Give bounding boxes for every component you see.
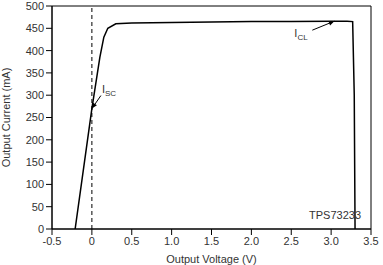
svg-text:50: 50 — [32, 201, 44, 213]
svg-text:1.0: 1.0 — [164, 235, 179, 247]
svg-text:0: 0 — [38, 223, 44, 235]
svg-text:200: 200 — [26, 134, 44, 146]
svg-text:ISC: ISC — [102, 83, 116, 98]
svg-text:2.5: 2.5 — [284, 235, 299, 247]
svg-text:Output Current (mA): Output Current (mA) — [0, 68, 12, 168]
svg-text:450: 450 — [26, 22, 44, 34]
svg-text:0: 0 — [89, 235, 95, 247]
svg-text:3.0: 3.0 — [323, 235, 338, 247]
svg-text:-0.5: -0.5 — [43, 235, 62, 247]
svg-text:250: 250 — [26, 111, 44, 123]
svg-text:0.5: 0.5 — [124, 235, 139, 247]
svg-text:300: 300 — [26, 89, 44, 101]
svg-text:Output Voltage (V): Output Voltage (V) — [166, 253, 257, 265]
svg-text:TPS73233: TPS73233 — [309, 209, 361, 221]
svg-text:2.0: 2.0 — [244, 235, 259, 247]
svg-text:150: 150 — [26, 156, 44, 168]
svg-text:350: 350 — [26, 67, 44, 79]
svg-text:ICL: ICL — [294, 27, 308, 42]
svg-text:3.5: 3.5 — [363, 235, 378, 247]
svg-text:500: 500 — [26, 0, 44, 12]
svg-text:100: 100 — [26, 178, 44, 190]
svg-text:400: 400 — [26, 45, 44, 57]
svg-text:1.5: 1.5 — [204, 235, 219, 247]
